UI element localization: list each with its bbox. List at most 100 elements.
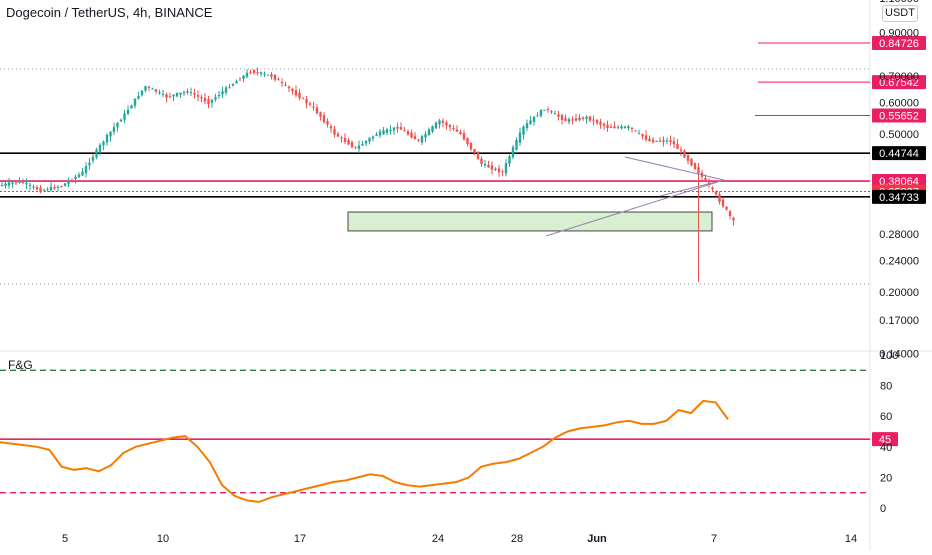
candle-body-147 bbox=[515, 139, 518, 150]
candle-body-58 bbox=[203, 97, 207, 102]
candle-body-59 bbox=[207, 99, 210, 105]
price-tick-3: 0.60000 bbox=[879, 98, 919, 110]
price-tick-0: 1.10000 bbox=[879, 0, 919, 5]
candle-body-172 bbox=[602, 123, 606, 126]
candle-body-167 bbox=[585, 116, 588, 119]
candle-body-105 bbox=[368, 138, 371, 142]
candle-body-39 bbox=[137, 96, 140, 99]
level-badge-1 bbox=[872, 75, 926, 90]
candle-body-116 bbox=[406, 131, 410, 135]
candle-body-37 bbox=[130, 105, 133, 109]
candle-body-123 bbox=[431, 126, 434, 132]
unit-label[interactable]: USDT bbox=[882, 5, 918, 22]
candle-body-13 bbox=[46, 189, 49, 191]
candle-body-67 bbox=[235, 81, 238, 84]
candle-body-22 bbox=[77, 174, 81, 177]
candle-body-71 bbox=[249, 72, 252, 74]
candle-body-208 bbox=[728, 211, 732, 217]
candle-body-121 bbox=[424, 134, 427, 138]
candle-body-162 bbox=[567, 119, 571, 122]
candle-body-144 bbox=[504, 163, 508, 174]
candle-body-128 bbox=[448, 125, 452, 128]
fg-tick-0: 100 bbox=[880, 350, 898, 362]
x-tick-7: 14 bbox=[845, 533, 857, 545]
candle-body-26 bbox=[91, 156, 95, 161]
candle-body-191 bbox=[669, 140, 672, 142]
candle-body-171 bbox=[599, 121, 602, 125]
candle-body-97 bbox=[340, 137, 343, 139]
candle-body-137 bbox=[480, 158, 483, 165]
candle-body-20 bbox=[70, 179, 74, 181]
candle-body-126 bbox=[441, 120, 445, 123]
candle-body-32 bbox=[112, 127, 116, 132]
candle-body-41 bbox=[144, 86, 147, 91]
candle-body-157 bbox=[550, 111, 553, 113]
candle-body-125 bbox=[438, 120, 441, 125]
candle-body-183 bbox=[641, 133, 644, 137]
candle-body-85 bbox=[298, 92, 301, 99]
candle-body-139 bbox=[487, 164, 490, 168]
candle-body-145 bbox=[508, 156, 511, 164]
candle-body-194 bbox=[679, 149, 683, 151]
candle-body-107 bbox=[375, 134, 378, 136]
candle-body-174 bbox=[609, 126, 613, 128]
candle-body-51 bbox=[179, 92, 182, 95]
candle-body-91 bbox=[319, 112, 322, 117]
candle-body-48 bbox=[168, 96, 172, 98]
candle-body-104 bbox=[364, 140, 368, 144]
x-tick-1: 10 bbox=[157, 533, 169, 545]
candle-body-134 bbox=[469, 142, 473, 150]
candle-body-93 bbox=[326, 121, 329, 125]
candle-body-33 bbox=[116, 122, 119, 128]
candle-body-101 bbox=[354, 146, 357, 148]
wedge-lower-line bbox=[545, 179, 725, 237]
candle-body-199 bbox=[697, 167, 700, 174]
level-badge-3 bbox=[872, 146, 926, 161]
candle-body-81 bbox=[284, 84, 287, 86]
candle-body-135 bbox=[473, 149, 476, 153]
fg-tick-5: 0 bbox=[880, 503, 886, 515]
candle-body-70 bbox=[245, 72, 249, 77]
price-tick-1: 0.90000 bbox=[879, 28, 919, 40]
candle-body-205 bbox=[718, 194, 721, 202]
candle-body-12 bbox=[42, 189, 46, 191]
candle-body-120 bbox=[420, 136, 424, 143]
fg-tick-1: 80 bbox=[880, 381, 892, 393]
level-badge-6 bbox=[872, 189, 926, 204]
candle-body-61 bbox=[214, 97, 217, 100]
indicator-title: F&G bbox=[8, 358, 33, 372]
candle-body-45 bbox=[158, 92, 161, 94]
candle-body-149 bbox=[522, 126, 525, 135]
candle-body-209 bbox=[732, 217, 735, 221]
candle-body-11 bbox=[39, 187, 42, 193]
candle-body-117 bbox=[410, 132, 413, 138]
x-tick-3: 24 bbox=[432, 533, 444, 545]
candle-body-82 bbox=[287, 86, 291, 89]
candle-body-102 bbox=[357, 145, 361, 149]
candle-body-127 bbox=[445, 122, 448, 126]
candle-body-109 bbox=[382, 130, 385, 135]
candle-body-175 bbox=[613, 126, 616, 129]
candle-body-187 bbox=[655, 140, 658, 142]
candle-body-130 bbox=[455, 129, 459, 132]
candle-body-161 bbox=[564, 118, 567, 122]
price-tick-2: 0.70000 bbox=[879, 71, 919, 83]
candle-body-14 bbox=[49, 187, 53, 191]
candle-body-189 bbox=[662, 140, 665, 142]
candle-body-185 bbox=[648, 138, 651, 142]
candle-body-84 bbox=[294, 90, 298, 96]
level-badge-2 bbox=[872, 108, 926, 123]
candle-body-136 bbox=[476, 152, 480, 160]
candle-body-180 bbox=[630, 127, 634, 129]
candle-body-72 bbox=[252, 70, 256, 73]
candle-body-148 bbox=[518, 132, 522, 143]
fg-tick-4: 20 bbox=[880, 472, 892, 484]
candle-body-80 bbox=[280, 82, 284, 84]
candle-body-100 bbox=[350, 142, 354, 148]
price-tick-9: 0.14000 bbox=[879, 349, 919, 361]
candle-body-87 bbox=[305, 99, 308, 104]
level-label-2: 0.55652 bbox=[879, 111, 919, 123]
wedge-upper-line bbox=[624, 156, 725, 181]
candle-body-56 bbox=[196, 95, 200, 97]
